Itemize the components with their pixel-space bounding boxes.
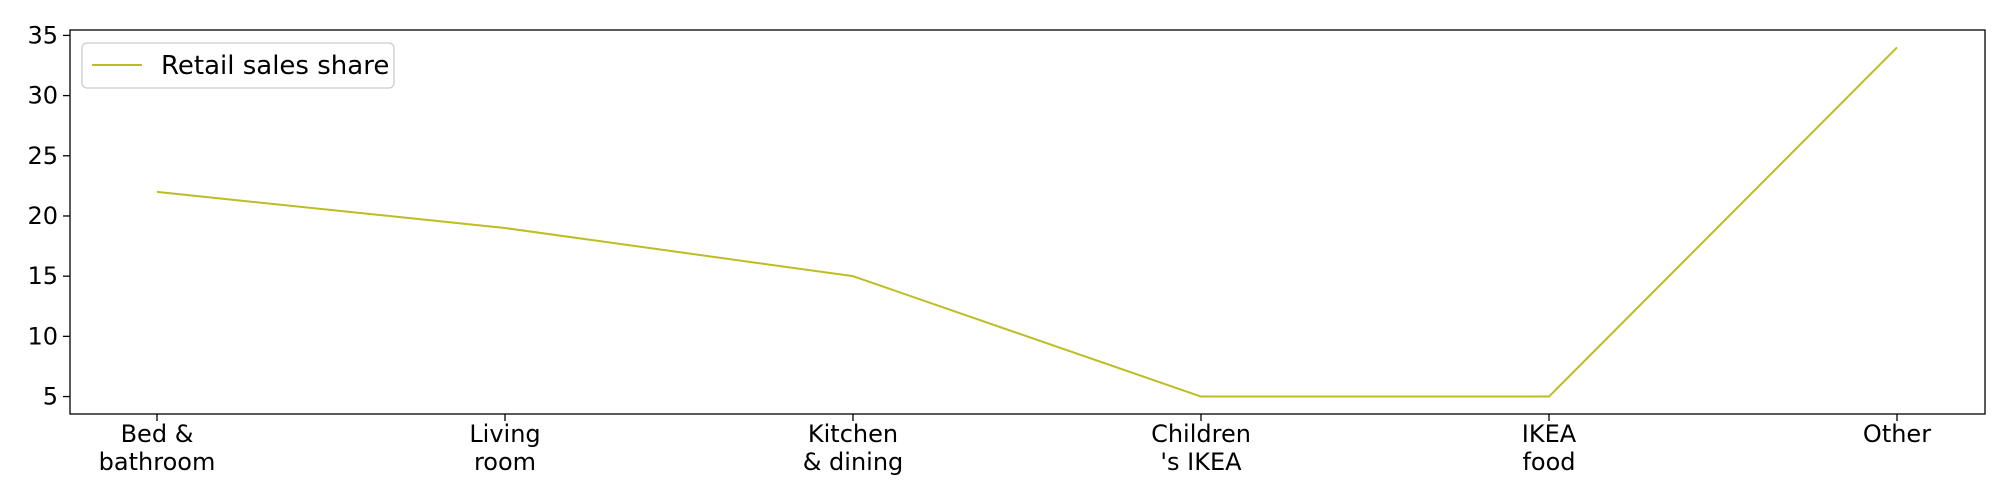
x-tick-label: Kitchen & dining [803, 420, 904, 476]
x-tick-label: Bed & bathroom [99, 420, 216, 476]
legend-label: Retail sales share [161, 51, 389, 81]
x-tick-label: Other [1863, 420, 1931, 448]
plot-frame [69, 29, 1986, 415]
series-line [156, 46, 1898, 398]
y-tick-label: 15 [27, 262, 58, 290]
y-tick-label: 10 [27, 322, 58, 350]
series-layer [156, 46, 1898, 398]
legend: Retail sales share [81, 42, 395, 89]
legend-box [81, 42, 395, 89]
y-tick-label: 25 [27, 142, 58, 170]
x-tick-label: Living room [469, 420, 540, 476]
y-tick-label: 30 [27, 82, 58, 110]
x-tick-label: Children's IKEA [1151, 420, 1251, 476]
y-tick-label: 35 [27, 21, 58, 49]
y-tick-label: 5 [43, 383, 58, 411]
x-axis: Bed & bathroom Living room Kitchen & dining Ch… [99, 414, 1931, 476]
y-axis: 5 10 15 20 25 30 35 [27, 21, 70, 411]
x-tick-label: IKEA food [1522, 420, 1577, 476]
y-tick-label: 20 [27, 202, 58, 230]
